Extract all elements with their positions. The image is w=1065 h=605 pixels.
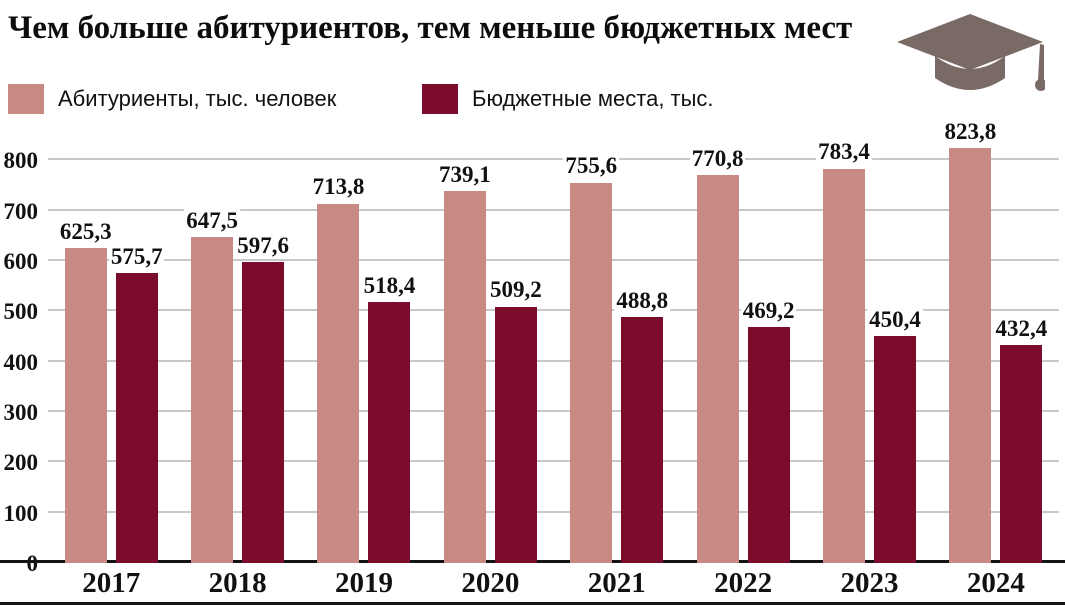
bar-group: 783,4 450,4 <box>806 140 932 563</box>
value-label: 518,4 <box>361 272 418 298</box>
value-label: 597,6 <box>235 232 291 259</box>
budget-bar: 518,4 <box>361 273 418 563</box>
bar-group: 755,6 488,8 <box>554 154 680 563</box>
gridline <box>48 460 1059 463</box>
applicants-bar: 823,8 <box>942 119 999 563</box>
y-tick-label: 600 <box>3 248 39 274</box>
gridline <box>48 409 1059 412</box>
applicants-bar: 739,1 <box>436 162 493 563</box>
value-label: 770,8 <box>689 145 746 171</box>
value-label: 432,4 <box>993 316 1050 342</box>
budget-bar: 432,4 <box>993 316 1050 563</box>
legend-swatch-applicants <box>8 84 44 114</box>
page-title: Чем больше абитуриентов, тем меньше бюдж… <box>8 10 853 46</box>
budget-bar: 488,8 <box>614 288 671 563</box>
applicants-bar: 770,8 <box>689 146 746 563</box>
x-tick-label: 2017 <box>82 567 141 599</box>
gridline <box>48 258 1059 261</box>
y-tick-label: 0 <box>26 551 39 576</box>
y-tick-label: 400 <box>3 349 39 375</box>
gridline <box>48 309 1059 312</box>
y-tick-label: 700 <box>3 198 39 224</box>
legend: Абитуриенты, тыс. человек Бюджетные мест… <box>8 84 714 114</box>
bar-groups: 625,3 575,7 647,5 597,6 713,8 518,4 739,1 509,2… <box>48 119 1059 563</box>
y-tick-label: 100 <box>3 500 39 526</box>
value-label: 823,8 <box>942 119 999 145</box>
x-tick-label: 2024 <box>966 567 1025 599</box>
applicants-bar: 783,4 <box>816 140 872 563</box>
y-tick-label: 500 <box>3 299 39 325</box>
plot-area: 625,3 575,7 647,5 597,6 713,8 518,4 739,1 509,2… <box>48 119 1059 563</box>
gridline <box>48 510 1059 513</box>
budget-bar: 597,6 <box>235 233 291 563</box>
graduation-cap-icon <box>897 14 1045 91</box>
y-tick-label: 300 <box>3 399 39 425</box>
legend-label-budget: Бюджетные места, тыс. <box>472 86 714 111</box>
x-tick-label: 2018 <box>208 567 267 599</box>
value-label: 713,8 <box>310 174 367 200</box>
gridline <box>48 359 1059 362</box>
x-tick-label: 2023 <box>840 567 899 599</box>
bar-group: 739,1 509,2 <box>427 162 553 563</box>
value-label: 488,8 <box>614 287 671 313</box>
applicants-bar: 625,3 <box>57 219 114 563</box>
value-label: 509,2 <box>487 277 544 303</box>
budget-bar: 450,4 <box>867 307 923 563</box>
bar-group: 647,5 597,6 <box>174 208 300 563</box>
applicants-bar: 755,6 <box>563 154 620 563</box>
x-tick-label: 2019 <box>334 567 393 599</box>
bottom-border <box>0 602 1065 605</box>
value-label: 739,1 <box>436 161 493 187</box>
applicants-bar: 647,5 <box>184 208 240 563</box>
y-axis-labels: 0 100 200 300 400 500 600 700 800 <box>0 140 44 575</box>
legend-swatch-budget <box>422 84 458 114</box>
legend-label-applicants: Абитуриенты, тыс. человек <box>58 86 337 111</box>
value-label: 783,4 <box>816 139 872 165</box>
x-tick-label: 2022 <box>714 567 773 599</box>
gridline <box>48 208 1059 211</box>
budget-bar: 509,2 <box>487 278 544 563</box>
value-label: 755,6 <box>563 153 620 179</box>
y-tick-label: 800 <box>3 148 39 174</box>
value-label: 575,7 <box>108 243 165 270</box>
legend-item-budget: Бюджетные места, тыс. <box>422 84 714 114</box>
legend-item-applicants: Абитуриенты, тыс. человек <box>8 84 422 114</box>
x-tick-label: 2020 <box>461 567 520 599</box>
budget-bar: 469,2 <box>740 298 797 563</box>
budget-bar: 575,7 <box>108 244 165 563</box>
value-label: 647,5 <box>184 207 240 233</box>
y-tick-label: 200 <box>3 450 39 476</box>
bar-group: 713,8 518,4 <box>301 175 427 563</box>
value-label: 450,4 <box>867 307 923 333</box>
bar-group: 625,3 575,7 <box>48 219 174 563</box>
value-label: 625,3 <box>57 218 114 245</box>
header: Чем больше абитуриентов, тем меньше бюдж… <box>8 10 1057 91</box>
gridline <box>48 158 1059 161</box>
bar-group: 770,8 469,2 <box>680 146 806 563</box>
x-axis-labels: 2017 2018 2019 2020 2021 2022 2023 2024 <box>48 566 1059 600</box>
x-tick-label: 2021 <box>587 567 646 599</box>
bar-group: 823,8 432,4 <box>933 119 1059 563</box>
value-label: 469,2 <box>740 297 797 323</box>
applicants-bar: 713,8 <box>310 175 367 563</box>
